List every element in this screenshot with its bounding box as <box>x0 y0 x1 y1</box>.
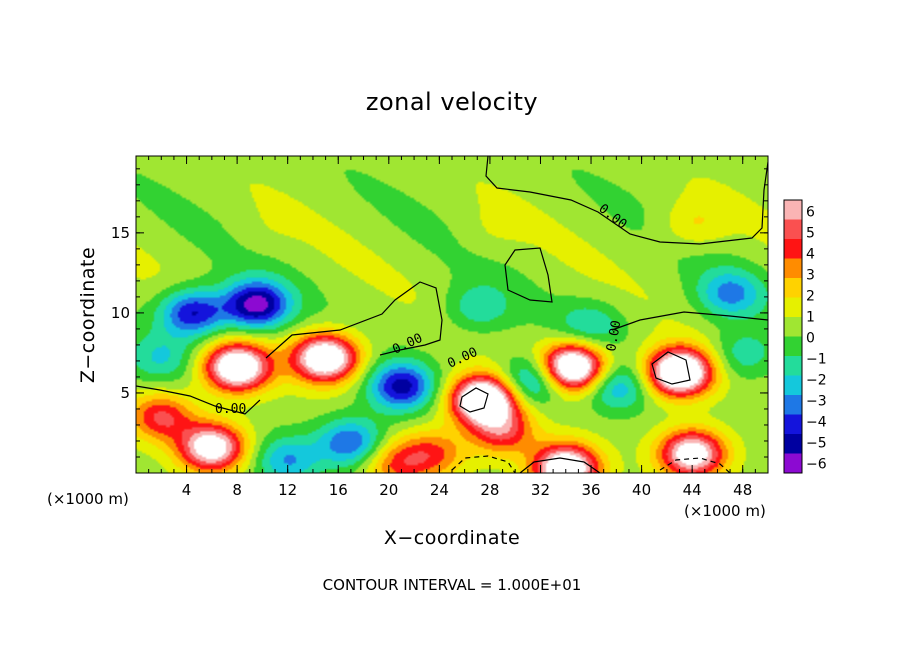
colorbar-swatch <box>784 356 802 376</box>
colorbar-swatch <box>784 336 802 357</box>
contour-label: 0.00 <box>604 319 624 352</box>
x-tick-label: 16 <box>329 481 348 499</box>
x-tick-label: 4 <box>182 481 192 499</box>
x-unit-label-left: (×1000 m) <box>47 490 129 508</box>
contour-positive-right <box>651 351 691 385</box>
contour-negative-dashed-2 <box>659 457 731 473</box>
colorbar-label: 3 <box>806 268 815 284</box>
contour-interval-label: CONTOUR INTERVAL = 1.000E+01 <box>322 576 582 594</box>
x-tick-label: 24 <box>430 481 449 499</box>
x-tick-label: 36 <box>581 481 600 499</box>
x-tick-label: 28 <box>480 481 499 499</box>
colorbar-label: −4 <box>806 415 827 431</box>
colorbar: 6 5 4 3 2 1 0 −1 −2 −3 −4 −5 −6 <box>783 199 827 474</box>
colorbar-label: 5 <box>806 226 815 242</box>
x-tick-label: 20 <box>379 481 398 499</box>
colorbar-swatch <box>784 278 802 298</box>
velocity-field <box>136 156 768 473</box>
x-tick-label: 12 <box>278 481 297 499</box>
colorbar-frame <box>783 199 803 474</box>
contour-zero-mid <box>265 281 443 359</box>
contour-negative-dashed-1 <box>451 455 516 473</box>
colorbar-label: 0 <box>806 331 815 347</box>
colorbar-swatch <box>784 219 802 240</box>
x-tick-label: 8 <box>232 481 242 499</box>
x-tick-label: 48 <box>733 481 752 499</box>
colorbar-label: 2 <box>806 289 815 305</box>
colorbar-label: 1 <box>806 310 815 326</box>
contour-zero-right <box>611 311 768 331</box>
y-axis-label: Z−coordinate <box>77 246 99 384</box>
colorbar-swatch <box>784 297 802 318</box>
contour-label-text: 0.00 <box>215 402 246 417</box>
x-tick-label: 32 <box>531 481 550 499</box>
x-axis: 4 8 12 16 20 24 28 32 36 40 44 48 <box>148 156 756 499</box>
contour-zero-upper <box>485 156 768 245</box>
colorbar-swatch <box>784 317 802 337</box>
colorbar-label: −5 <box>806 436 827 452</box>
x-unit-label-right: (×1000 m) <box>684 502 766 520</box>
x-tick-label: 40 <box>632 481 651 499</box>
contour-zero-island <box>504 247 553 303</box>
contour-positive <box>459 387 489 413</box>
colorbar-swatch <box>784 434 802 454</box>
y-tick-label: 15 <box>111 224 130 242</box>
colorbar-label: −3 <box>806 394 827 410</box>
colorbar-label: −2 <box>806 373 827 389</box>
colorbar-swatch <box>784 375 802 396</box>
contour-bottom-mid <box>519 457 601 473</box>
contour-label: 0.00 <box>215 402 246 417</box>
colorbar-swatch <box>784 239 802 259</box>
chart-title: zonal velocity <box>365 88 539 116</box>
colorbar-label: −1 <box>806 352 827 368</box>
y-tick-label: 10 <box>111 304 130 322</box>
colorbar-swatch <box>784 395 802 415</box>
colorbar-label: 4 <box>806 247 815 263</box>
colorbar-swatch <box>784 200 802 220</box>
contour-lines <box>136 156 768 473</box>
colorbar-label: −6 <box>806 457 827 473</box>
colorbar-label: 6 <box>806 205 815 221</box>
contour-zero-left <box>136 385 261 415</box>
x-tick-label: 44 <box>683 481 702 499</box>
colorbar-swatch <box>784 414 802 435</box>
y-tick-label: 5 <box>120 384 130 402</box>
contour-label-text: 0.00 <box>604 319 624 352</box>
colorbar-swatch <box>784 453 802 474</box>
colorbar-swatch <box>784 258 802 279</box>
x-axis-label: X−coordinate <box>383 527 521 549</box>
y-axis: 5 10 15 <box>111 168 768 458</box>
